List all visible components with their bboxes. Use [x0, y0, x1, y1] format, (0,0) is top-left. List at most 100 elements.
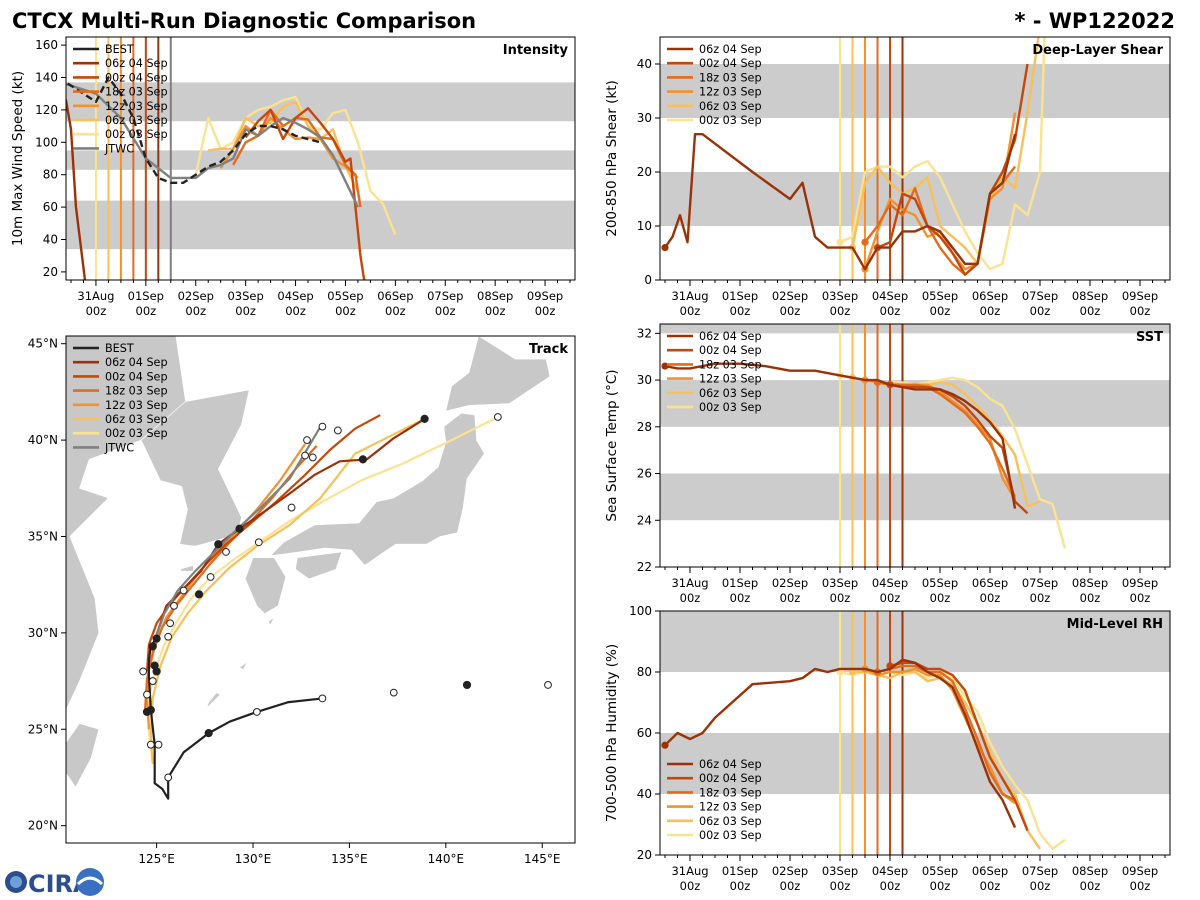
intensity-xtick-label-line: 09Sep	[527, 289, 563, 303]
intensity-ytick-label: 80	[43, 168, 58, 182]
sst-ylabel: Sea Surface Temp (°C)	[604, 369, 620, 521]
sst-xtick-label-line: 08Sep	[1072, 576, 1108, 590]
shear-legend-entry: 00z 03 Sep	[699, 114, 762, 127]
shear-legend-entry: 06z 03 Sep	[699, 100, 762, 113]
rh-legend-entry: 06z 03 Sep	[699, 815, 762, 828]
rh-ytick-label: 80	[637, 665, 652, 679]
rh-xtick-label: 06Sep 00z	[972, 864, 1008, 893]
intensity-xtick-label-line: 06Sep	[377, 289, 413, 303]
rh-xtick-label: 02Sep 00z	[772, 864, 808, 893]
shear-frame	[659, 36, 1171, 281]
shear-shaded-band	[660, 64, 1170, 118]
sst-xtick-label: 09Sep 00z	[1122, 576, 1158, 605]
track-ytick-label: 25°N	[28, 722, 58, 736]
track-point-open	[148, 677, 157, 685]
shear-xtick-label-line: 02Sep	[772, 289, 808, 303]
rh-xtick-label-line: 00z	[780, 879, 801, 893]
intensity-xtick-label: 05Sep 00z	[327, 289, 363, 318]
intensity-series-18z-03-sep	[232, 108, 362, 208]
logo-globe-inner-icon	[10, 876, 22, 888]
shear-series-start-point	[836, 238, 844, 246]
sst-legend-entry: 00z 03 Sep	[699, 401, 762, 414]
shear-series-06z-03-sep	[851, 37, 1040, 265]
sst-series-06z-04-sep	[664, 362, 1017, 509]
sst-xtick-label-line: 00z	[780, 591, 801, 605]
sst-ytick-label: 32	[637, 326, 652, 340]
land-honshu	[269, 412, 485, 566]
rh-series-06z-04-sep	[664, 658, 1017, 829]
shear-legend-entry: 18z 03 Sep	[699, 71, 762, 84]
rh-plot-area	[660, 611, 1170, 855]
sst-xtick-label: 05Sep 00z	[922, 576, 958, 605]
track-plot-area	[66, 336, 575, 843]
rh-xtick-label-line: 09Sep	[1122, 864, 1158, 878]
track-point-open	[303, 436, 311, 444]
track-point-open	[301, 451, 309, 460]
intensity-xtick-label-line: 00z	[435, 304, 456, 318]
shear-xtick-label: 04Sep 00z	[872, 289, 908, 318]
track-point-open	[206, 573, 215, 581]
intensity-xtick-label: 03Sep 00z	[227, 289, 263, 318]
rh-frame	[659, 610, 1171, 856]
track-point-filled	[194, 590, 204, 599]
track-point-open	[146, 740, 155, 749]
track-point-filled	[152, 634, 161, 643]
sst-legend-entry: 00z 04 Sep	[699, 344, 762, 357]
sst-xtick-label: 08Sep 00z	[1072, 576, 1108, 605]
shear-ytick-label: 20	[637, 165, 652, 179]
rh-xtick-label-line: 06Sep	[972, 864, 1008, 878]
sst-xtick-label-line: 09Sep	[1122, 576, 1158, 590]
track-legend-entry: 06z 03 Sep	[105, 413, 168, 426]
shear-xtick-label: 07Sep 00z	[1022, 289, 1058, 318]
sst-series-start-point	[661, 362, 669, 370]
shear-xtick-label: 31Aug 00z	[671, 289, 708, 318]
sst-xtick-label: 07Sep 00z	[1022, 576, 1058, 605]
track-ytick-label: 35°N	[28, 529, 58, 543]
intensity-legend-entry: 06z 03 Sep	[105, 114, 168, 127]
sst-xtick-label-line: 02Sep	[772, 576, 808, 590]
intensity-series-best	[66, 76, 321, 185]
sst-ytick-label: 26	[637, 467, 652, 481]
track-xtick-label: 140°E	[428, 852, 465, 866]
intensity-xtick-label: 09Sep 00z	[527, 289, 563, 318]
track-point-open	[287, 503, 296, 512]
sst-legend-entry: 18z 03 Sep	[699, 358, 762, 371]
sst-xtick-label-line: 03Sep	[822, 576, 858, 590]
intensity-xtick-label-line: 03Sep	[227, 289, 263, 303]
rh-xtick-label: 31Aug 00z	[671, 864, 708, 893]
shear-xtick-label: 08Sep 00z	[1072, 289, 1108, 318]
sst-xtick-label: 06Sep 00z	[972, 576, 1008, 605]
sst-xtick-label-line: 00z	[1030, 591, 1051, 605]
intensity-ytick-label: 120	[35, 103, 58, 117]
track-point-open	[333, 426, 342, 435]
shear-ytick-label: 10	[637, 219, 652, 233]
intensity-ytick-label: 60	[43, 200, 58, 214]
track-point-open	[252, 708, 261, 716]
rh-xtick-label: 08Sep 00z	[1072, 864, 1108, 893]
shear-xtick-label-line: 31Aug	[671, 289, 708, 303]
track-ytick-label: 45°N	[28, 337, 58, 351]
rh-ytick-label: 60	[637, 726, 652, 740]
sst-ytick-label: 30	[637, 373, 652, 387]
shear-xtick-label-line: 00z	[830, 304, 851, 318]
shear-ytick-label: 0	[644, 273, 652, 287]
track-point-open	[493, 413, 502, 421]
shear-series-00z-04-sep	[877, 63, 1029, 276]
land-sakhalin	[479, 336, 501, 337]
intensity-legend-entry: JTWC	[104, 142, 134, 155]
rh-xtick-label-line: 07Sep	[1022, 864, 1058, 878]
track-line-00z-03-sep	[147, 415, 499, 765]
rh-legend-entry: 06z 04 Sep	[699, 758, 762, 771]
track-point-filled	[462, 680, 472, 690]
rh-xtick-label-line: 00z	[830, 879, 851, 893]
track-point-open	[139, 667, 148, 676]
intensity-xtick-label-line: 08Sep	[477, 289, 513, 303]
track-legend-entry: 06z 04 Sep	[105, 356, 168, 369]
rh-series-18z-03-sep	[877, 664, 1016, 802]
intensity-frame	[65, 36, 576, 281]
sst-xtick-label-line: 06Sep	[972, 576, 1008, 590]
track-legend-entry: 00z 03 Sep	[105, 427, 168, 440]
intensity-legend-entry: 00z 03 Sep	[105, 128, 168, 141]
track-point-open	[166, 619, 175, 628]
